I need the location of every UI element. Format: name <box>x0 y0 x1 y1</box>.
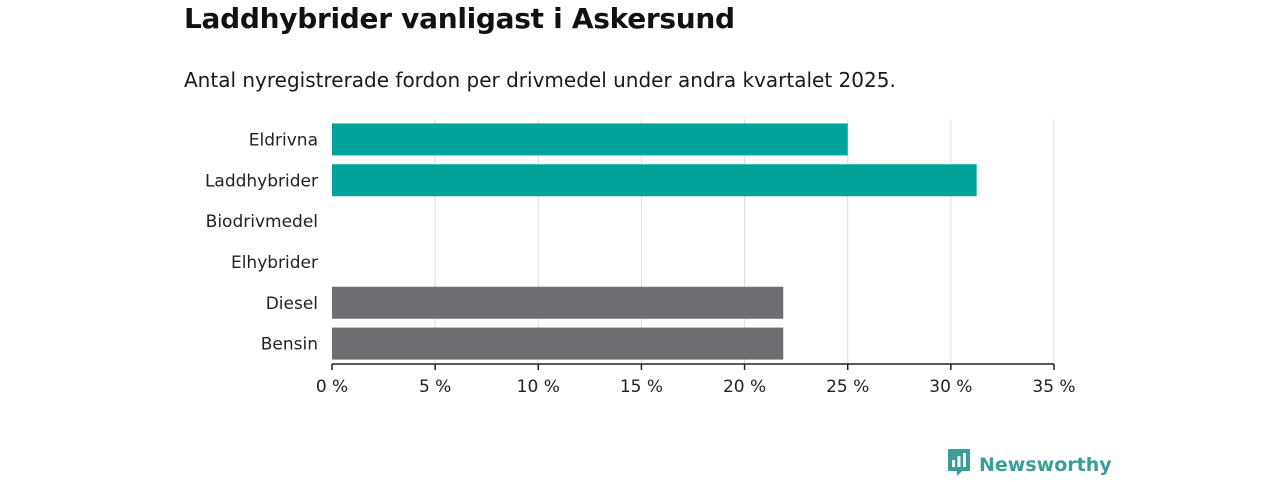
bar-eldrivna[interactable] <box>332 123 848 156</box>
x-tick-label-0: 0 % <box>316 377 348 397</box>
category-label-biodrivmedel: Biodrivmedel <box>206 212 318 232</box>
x-tick-label-30: 30 % <box>929 377 972 397</box>
x-tick-label-10: 10 % <box>517 377 560 397</box>
bar-laddhybrider[interactable] <box>332 164 977 197</box>
bar-chart: 0 % 5 % 10 % 15 % 20 % 25 % 30 % 35 % Eldrivna L… <box>205 119 1076 397</box>
newsworthy-logo-icon <box>947 448 971 482</box>
category-label-bensin: Bensin <box>261 335 318 355</box>
category-label-diesel: Diesel <box>266 294 318 314</box>
x-axis: 0 % 5 % 10 % 15 % 20 % 25 % 30 % 35 % <box>316 363 1076 397</box>
x-tick-label-5: 5 % <box>419 377 451 397</box>
x-tick-label-15: 15 % <box>620 377 663 397</box>
x-tick-label-20: 20 % <box>723 377 766 397</box>
brand-name: Newsworthy <box>979 454 1112 476</box>
category-label-laddhybrider: Laddhybrider <box>205 171 318 191</box>
gridlines <box>434 119 1055 364</box>
x-tick-label-25: 25 % <box>826 377 869 397</box>
bars <box>332 123 977 360</box>
bar-bensin[interactable] <box>332 327 784 360</box>
x-tick-label-35: 35 % <box>1032 377 1075 397</box>
chart-title: Laddhybrider vanligast i Askersund <box>184 2 735 35</box>
category-label-eldrivna: Eldrivna <box>249 130 318 150</box>
category-labels: Eldrivna Laddhybrider Biodrivmedel Elhybrid… <box>205 130 318 354</box>
brand-logo[interactable]: Newsworthy <box>947 448 1112 482</box>
category-label-elhybrider: Elhybrider <box>231 253 318 273</box>
chart-subtitle: Antal nyregistrerade fordon per drivmede… <box>184 68 896 92</box>
bar-diesel[interactable] <box>332 286 784 319</box>
